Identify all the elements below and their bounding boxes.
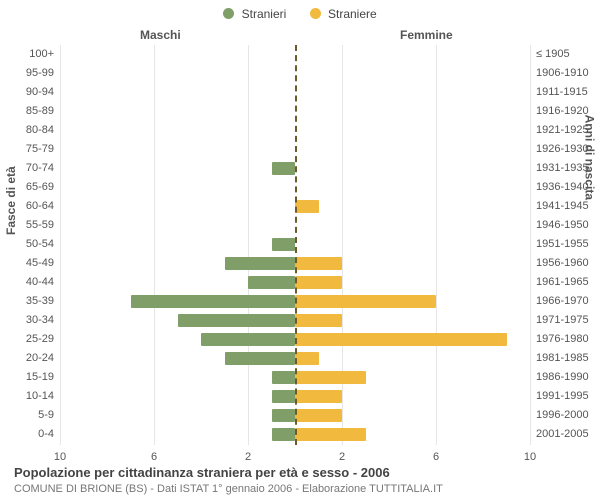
bar-female — [295, 200, 319, 213]
age-label: 80-84 — [4, 121, 54, 140]
age-label: 65-69 — [4, 178, 54, 197]
age-label: 25-29 — [4, 330, 54, 349]
birth-label: 1941-1945 — [536, 197, 600, 216]
x-tick: 2 — [339, 451, 345, 463]
age-label: 35-39 — [4, 292, 54, 311]
age-label: 15-19 — [4, 368, 54, 387]
age-label: 70-74 — [4, 159, 54, 178]
bar-male — [248, 276, 295, 289]
bar-male — [272, 428, 296, 441]
birth-label: 1986-1990 — [536, 368, 600, 387]
chart-container: Stranieri Straniere Maschi Femmine Fasce… — [0, 0, 600, 500]
chart-title: Popolazione per cittadinanza straniera p… — [14, 465, 390, 480]
bar-male — [131, 295, 296, 308]
birth-label: 1961-1965 — [536, 273, 600, 292]
birth-label: 1966-1970 — [536, 292, 600, 311]
birth-label: 1991-1995 — [536, 387, 600, 406]
bar-female — [295, 257, 342, 270]
age-label: 40-44 — [4, 273, 54, 292]
birth-label: 1911-1915 — [536, 83, 600, 102]
legend-label-female: Straniere — [328, 7, 377, 21]
bar-female — [295, 390, 342, 403]
age-label: 60-64 — [4, 197, 54, 216]
birth-label: 1981-1985 — [536, 349, 600, 368]
age-label: 30-34 — [4, 311, 54, 330]
birth-label: 1976-1980 — [536, 330, 600, 349]
birth-label: 1996-2000 — [536, 406, 600, 425]
bar-female — [295, 409, 342, 422]
age-label: 55-59 — [4, 216, 54, 235]
birth-label: 1951-1955 — [536, 235, 600, 254]
column-header-female: Femmine — [400, 28, 453, 42]
bar-male — [225, 257, 296, 270]
birth-label: 1946-1950 — [536, 216, 600, 235]
column-header-male: Maschi — [140, 28, 181, 42]
birth-label: 1971-1975 — [536, 311, 600, 330]
bar-female — [295, 314, 342, 327]
bar-female — [295, 333, 507, 346]
x-tick: 10 — [54, 451, 66, 463]
legend: Stranieri Straniere — [0, 6, 600, 21]
age-label: 20-24 — [4, 349, 54, 368]
bar-male — [272, 409, 296, 422]
legend-swatch-male — [223, 8, 234, 19]
birth-label: 1926-1930 — [536, 140, 600, 159]
grid-line — [530, 45, 531, 445]
chart-subtitle: COMUNE DI BRIONE (BS) - Dati ISTAT 1° ge… — [14, 483, 443, 495]
age-label: 100+ — [4, 45, 54, 64]
bar-female — [295, 295, 436, 308]
legend-item-male: Stranieri — [223, 6, 286, 21]
x-tick: 2 — [245, 451, 251, 463]
x-tick: 10 — [524, 451, 536, 463]
bar-female — [295, 352, 319, 365]
x-tick: 6 — [151, 451, 157, 463]
bar-female — [295, 428, 366, 441]
birth-label: 1921-1925 — [536, 121, 600, 140]
age-label: 0-4 — [4, 425, 54, 444]
bar-male — [178, 314, 296, 327]
bar-male — [272, 390, 296, 403]
bar-female — [295, 276, 342, 289]
birth-label: 1916-1920 — [536, 102, 600, 121]
x-tick: 6 — [433, 451, 439, 463]
age-label: 50-54 — [4, 235, 54, 254]
center-line — [295, 45, 297, 445]
bar-male — [272, 162, 296, 175]
legend-item-female: Straniere — [310, 6, 377, 21]
birth-label: 1906-1910 — [536, 64, 600, 83]
bar-male — [272, 371, 296, 384]
legend-label-male: Stranieri — [242, 7, 287, 21]
birth-label: 1936-1940 — [536, 178, 600, 197]
age-label: 90-94 — [4, 83, 54, 102]
bar-male — [272, 238, 296, 251]
birth-label: 1931-1935 — [536, 159, 600, 178]
birth-label: 2001-2005 — [536, 425, 600, 444]
legend-swatch-female — [310, 8, 321, 19]
age-label: 95-99 — [4, 64, 54, 83]
age-label: 75-79 — [4, 140, 54, 159]
birth-label: 1956-1960 — [536, 254, 600, 273]
bar-male — [201, 333, 295, 346]
bar-male — [225, 352, 296, 365]
age-label: 10-14 — [4, 387, 54, 406]
bar-female — [295, 371, 366, 384]
age-label: 5-9 — [4, 406, 54, 425]
plot-area: 10622610100+≤ 190595-991906-191090-94191… — [60, 45, 530, 445]
age-label: 45-49 — [4, 254, 54, 273]
age-label: 85-89 — [4, 102, 54, 121]
birth-label: ≤ 1905 — [536, 45, 600, 64]
